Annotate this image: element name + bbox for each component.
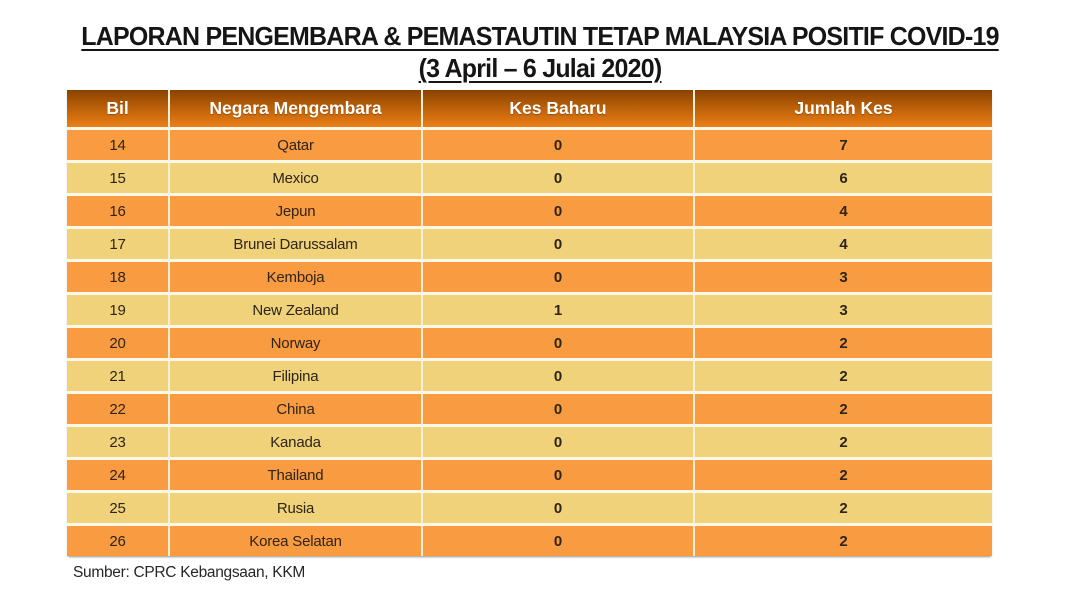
cell-kes-baharu: 0 [423,394,695,427]
cell-jumlah-kes: 2 [695,493,992,526]
cell-kes-baharu: 0 [423,130,695,163]
cell-jumlah-kes: 7 [695,130,992,163]
cell-jumlah-kes: 2 [695,361,992,394]
cell-negara: China [170,394,423,427]
cell-kes-baharu: 0 [423,361,695,394]
table-row: 23 Kanada 0 2 [67,427,992,460]
cell-kes-baharu: 0 [423,163,695,196]
cell-bil: 22 [67,394,170,427]
cell-bil: 14 [67,130,170,163]
cell-jumlah-kes: 2 [695,328,992,361]
cell-bil: 16 [67,196,170,229]
table-body: 14 Qatar 0 7 15 Mexico 0 6 16 Jepun 0 4 17 Brunei Dar… [67,130,992,556]
cell-bil: 19 [67,295,170,328]
cell-negara: Brunei Darussalam [170,229,423,262]
cell-bil: 15 [67,163,170,196]
table-row: 14 Qatar 0 7 [67,130,992,163]
cell-negara: Kemboja [170,262,423,295]
cell-negara: New Zealand [170,295,423,328]
cell-jumlah-kes: 2 [695,394,992,427]
table-row: 22 China 0 2 [67,394,992,427]
cell-kes-baharu: 0 [423,427,695,460]
table-row: 16 Jepun 0 4 [67,196,992,229]
cell-bil: 24 [67,460,170,493]
cell-kes-baharu: 0 [423,229,695,262]
page-title: LAPORAN PENGEMBARA & PEMASTAUTIN TETAP M… [22,21,1059,84]
cell-kes-baharu: 0 [423,328,695,361]
source-note: Sumber: CPRC Kebangsaan, KKM [73,564,305,581]
cell-negara: Jepun [170,196,423,229]
column-header-kes-baharu: Kes Baharu [423,90,695,130]
cell-bil: 17 [67,229,170,262]
cell-negara: Norway [170,328,423,361]
table-row: 17 Brunei Darussalam 0 4 [67,229,992,262]
cell-kes-baharu: 0 [423,460,695,493]
cell-bil: 18 [67,262,170,295]
table-row: 21 Filipina 0 2 [67,361,992,394]
cell-jumlah-kes: 6 [695,163,992,196]
cell-bil: 26 [67,526,170,556]
table-row: 15 Mexico 0 6 [67,163,992,196]
cell-negara: Korea Selatan [170,526,423,556]
cell-negara: Rusia [170,493,423,526]
cell-negara: Kanada [170,427,423,460]
cell-negara: Filipina [170,361,423,394]
cell-jumlah-kes: 4 [695,229,992,262]
cell-bil: 20 [67,328,170,361]
column-header-negara: Negara Mengembara [170,90,423,130]
cell-negara: Mexico [170,163,423,196]
cell-jumlah-kes: 4 [695,196,992,229]
column-header-bil: Bil [67,90,170,130]
cell-kes-baharu: 0 [423,196,695,229]
cell-negara: Qatar [170,130,423,163]
cell-kes-baharu: 0 [423,526,695,556]
covid-cases-table: Bil Negara Mengembara Kes Baharu Jumlah … [67,90,992,556]
table-header-row: Bil Negara Mengembara Kes Baharu Jumlah … [67,90,992,130]
table-row: 20 Norway 0 2 [67,328,992,361]
table-row: 24 Thailand 0 2 [67,460,992,493]
title-line-2: (3 April – 6 Julai 2020) [418,52,663,83]
cell-negara: Thailand [170,460,423,493]
title-line-1: LAPORAN PENGEMBARA & PEMASTAUTIN TETAP M… [81,21,999,51]
cell-bil: 25 [67,493,170,526]
cell-jumlah-kes: 3 [695,295,992,328]
cell-jumlah-kes: 2 [695,460,992,493]
cell-kes-baharu: 0 [423,493,695,526]
cell-kes-baharu: 1 [423,295,695,328]
table-row: 26 Korea Selatan 0 2 [67,526,992,556]
cell-jumlah-kes: 3 [695,262,992,295]
cell-jumlah-kes: 2 [695,427,992,460]
cell-bil: 23 [67,427,170,460]
column-header-jumlah-kes: Jumlah Kes [695,90,992,130]
cell-bil: 21 [67,361,170,394]
cell-kes-baharu: 0 [423,262,695,295]
table-row: 25 Rusia 0 2 [67,493,992,526]
table-row: 18 Kemboja 0 3 [67,262,992,295]
table-row: 19 New Zealand 1 3 [67,295,992,328]
cell-jumlah-kes: 2 [695,526,992,556]
